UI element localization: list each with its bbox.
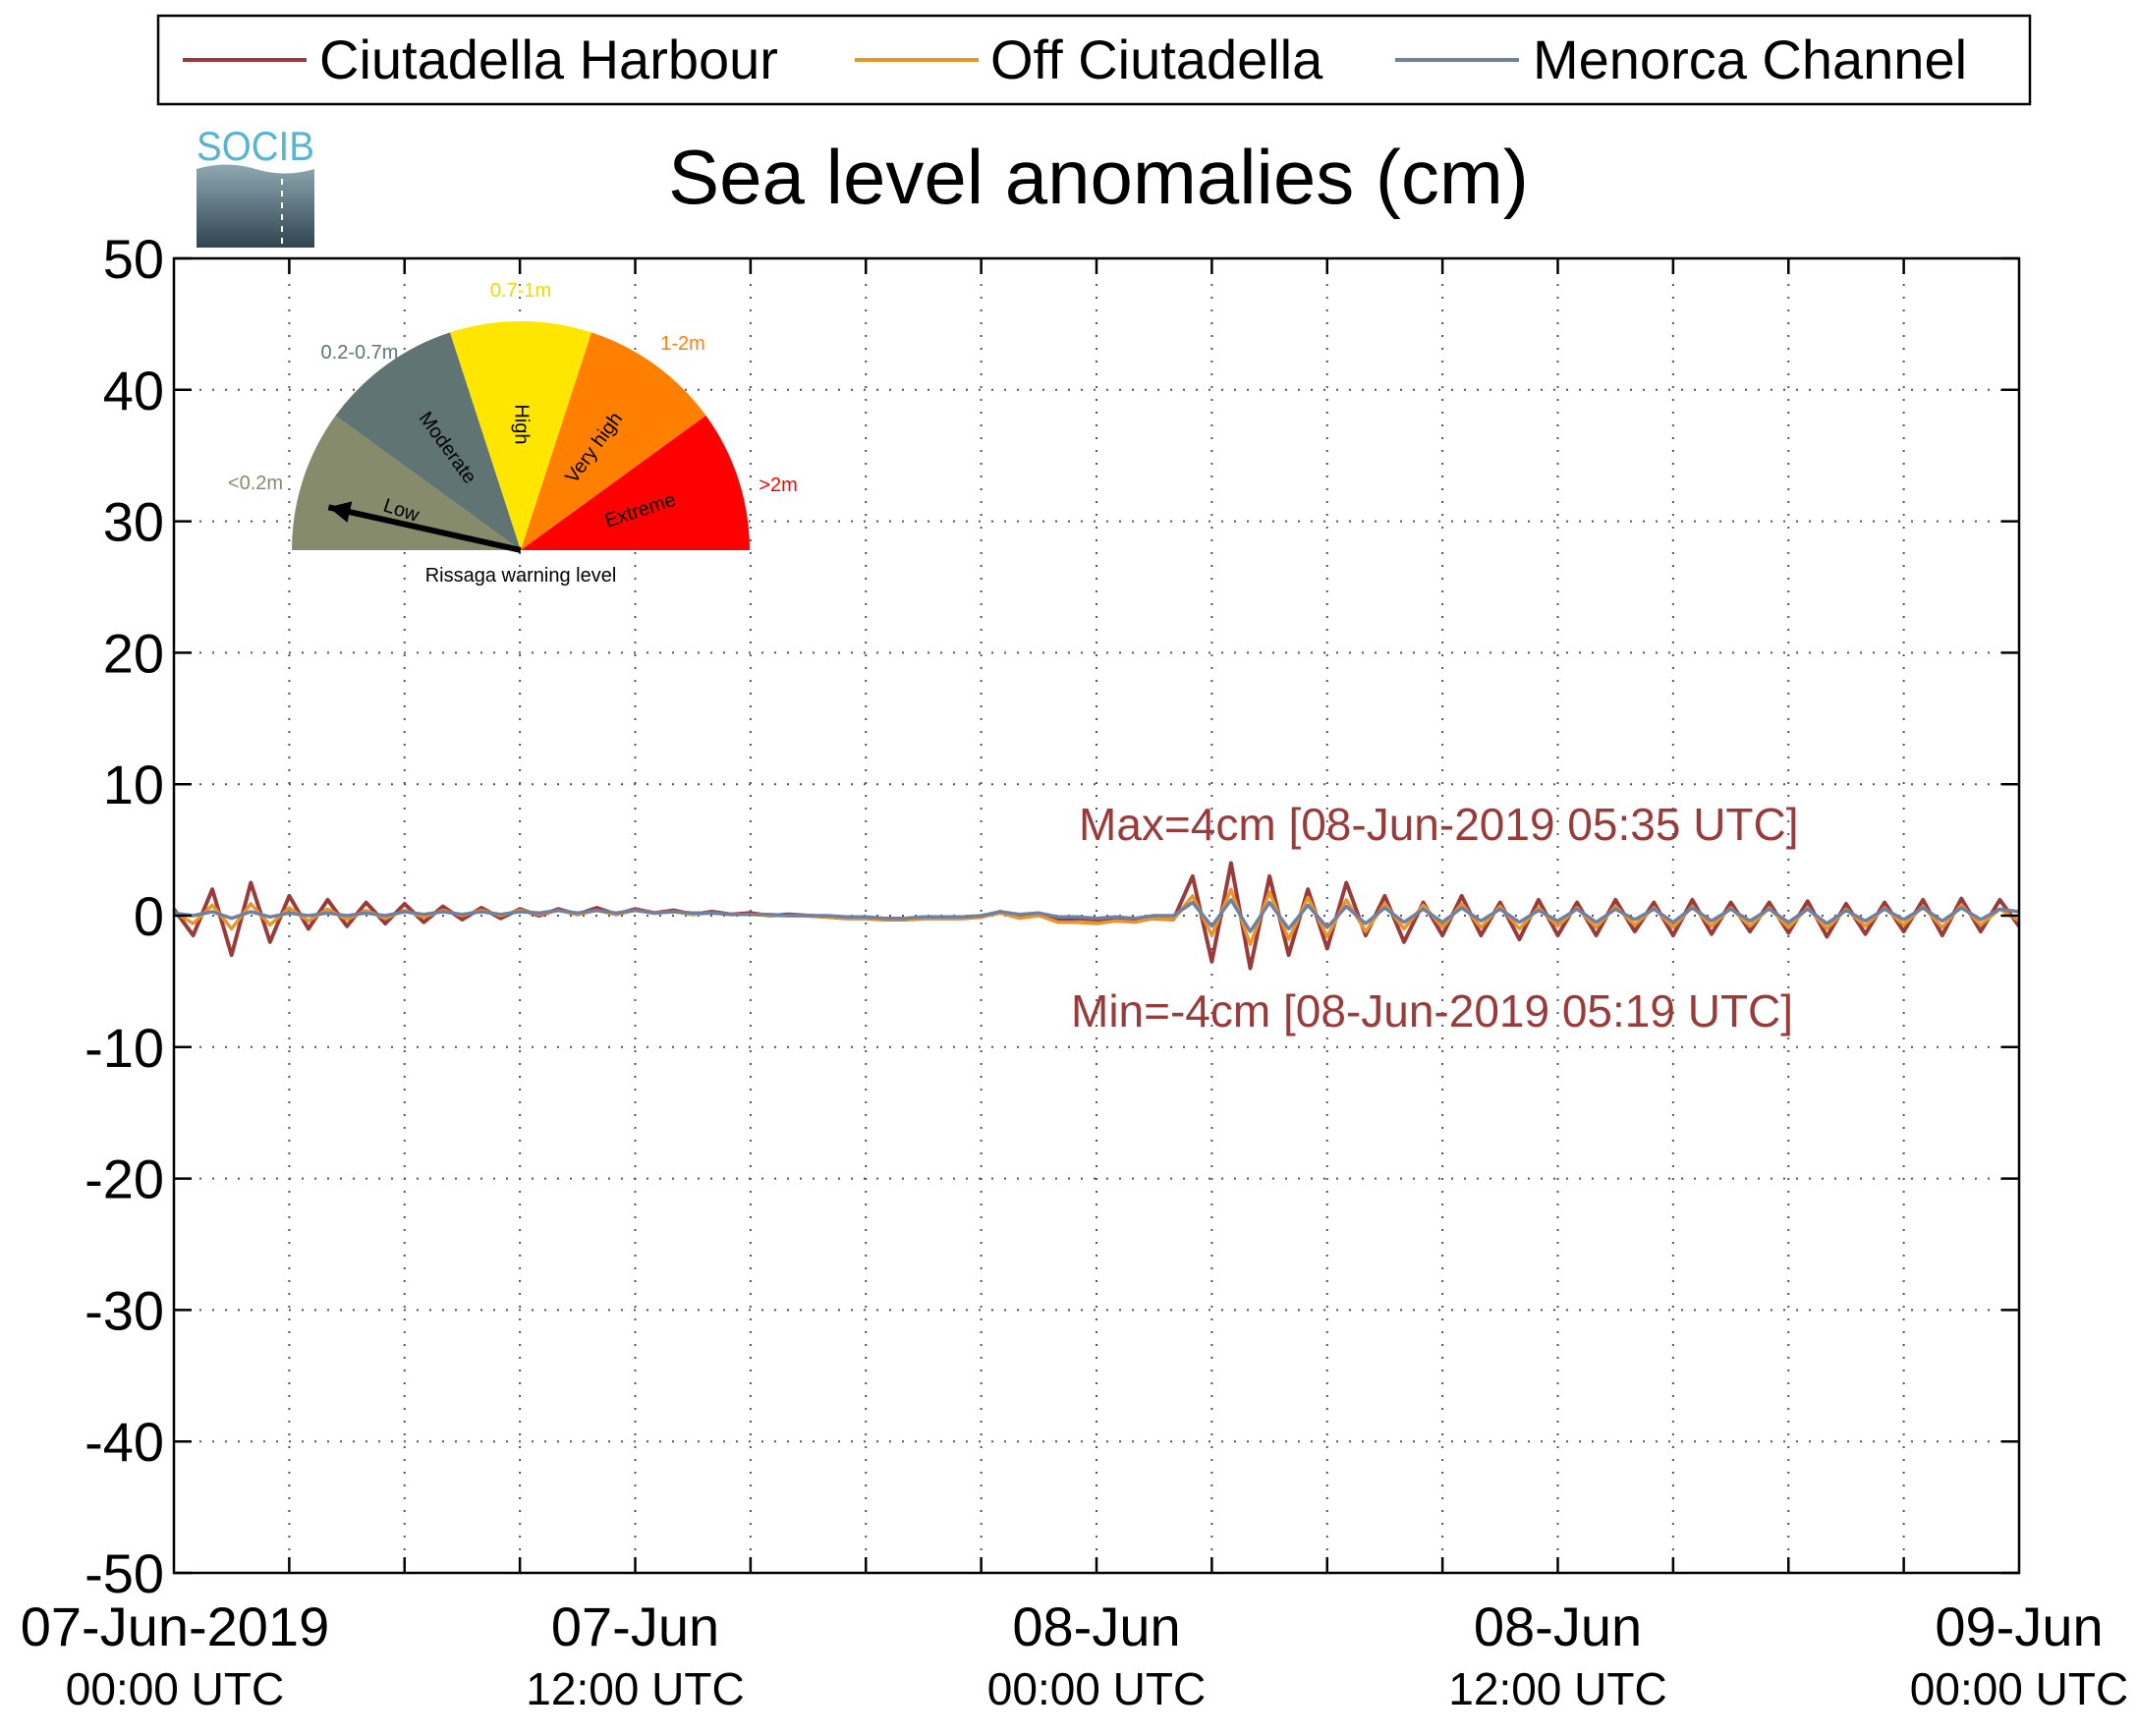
socib-logo-text: SOCIB	[197, 123, 314, 169]
x-tick-date-label: 08-Jun	[1474, 1596, 1642, 1657]
x-tick-date-label: 09-Jun	[1935, 1596, 2103, 1657]
gauge-range-label: 0.2-0.7m	[321, 342, 399, 364]
gauge-segment-high	[450, 320, 591, 550]
series-lines	[172, 861, 2021, 971]
chart-title: Sea level anomalies (cm)	[668, 134, 1529, 220]
gauge-segment-extreme	[521, 416, 750, 550]
x-tick-time-label: 12:00 UTC	[1448, 1663, 1666, 1714]
x-tick-time-label: 00:00 UTC	[1910, 1663, 2128, 1714]
x-tick-date-label: 08-Jun	[1012, 1596, 1180, 1657]
y-tick-label: 10	[103, 754, 164, 815]
gauge-needle-arrowhead	[328, 501, 353, 523]
x-tick-date-label: 07-Jun-2019	[21, 1596, 329, 1657]
y-tick-label: 20	[103, 622, 164, 684]
x-tick-time-label: 00:00 UTC	[66, 1663, 284, 1714]
y-tick-label: -10	[84, 1017, 164, 1079]
legend-label-ciutadella-harbour: Ciutadella Harbour	[319, 28, 778, 90]
gauge-segment-moderate	[335, 332, 521, 550]
gauge-caption: Rissaga warning level	[425, 565, 617, 587]
gauge-range-label: 0.7-1m	[490, 280, 551, 302]
y-tick-label: -40	[84, 1411, 164, 1473]
y-tick-label: 30	[103, 491, 164, 553]
gauge-range-label: <0.2m	[228, 473, 283, 494]
legend: Ciutadella Harbour Off Ciutadella Menorc…	[156, 14, 2032, 106]
gauge-segment-low	[292, 416, 521, 550]
x-tick-date-label: 07-Jun	[551, 1596, 719, 1657]
x-axis: 07-Jun-2019 00:00 UTC 07-Jun 12:00 UTC 08-Ju…	[21, 258, 2128, 1714]
socib-logo-wave-icon	[197, 164, 314, 248]
y-tick-label: 50	[103, 228, 164, 290]
gauge-segment-very-high	[521, 332, 706, 550]
gauge-range-label: >2m	[759, 475, 797, 496]
y-tick-label: -30	[84, 1279, 164, 1341]
socib-logo: SOCIB	[197, 123, 314, 248]
y-axis: 50 40 30 20 10 0 -10 -20 -30 -40 -50	[84, 228, 2019, 1604]
legend-box	[156, 14, 2032, 106]
min-annotation: Min=-4cm [08-Jun-2019 05:19 UTC]	[1071, 985, 1793, 1036]
legend-label-menorca-channel: Menorca Channel	[1533, 28, 1967, 90]
y-tick-label: 0	[134, 885, 164, 947]
max-annotation: Max=4cm [08-Jun-2019 05:35 UTC]	[1079, 799, 1799, 850]
legend-label-off-ciutadella: Off Ciutadella	[990, 28, 1323, 90]
x-tick-time-label: 00:00 UTC	[987, 1663, 1206, 1714]
gauge-range-label: 1-2m	[660, 333, 705, 355]
y-tick-label: -20	[84, 1148, 164, 1210]
y-tick-label: -50	[84, 1542, 164, 1604]
y-tick-label: 40	[103, 360, 164, 421]
x-tick-time-label: 12:00 UTC	[526, 1663, 744, 1714]
gauge-needle	[327, 504, 522, 553]
gauge-level-label: High	[511, 404, 533, 444]
series-line-menorca-channel	[173, 898, 2020, 933]
